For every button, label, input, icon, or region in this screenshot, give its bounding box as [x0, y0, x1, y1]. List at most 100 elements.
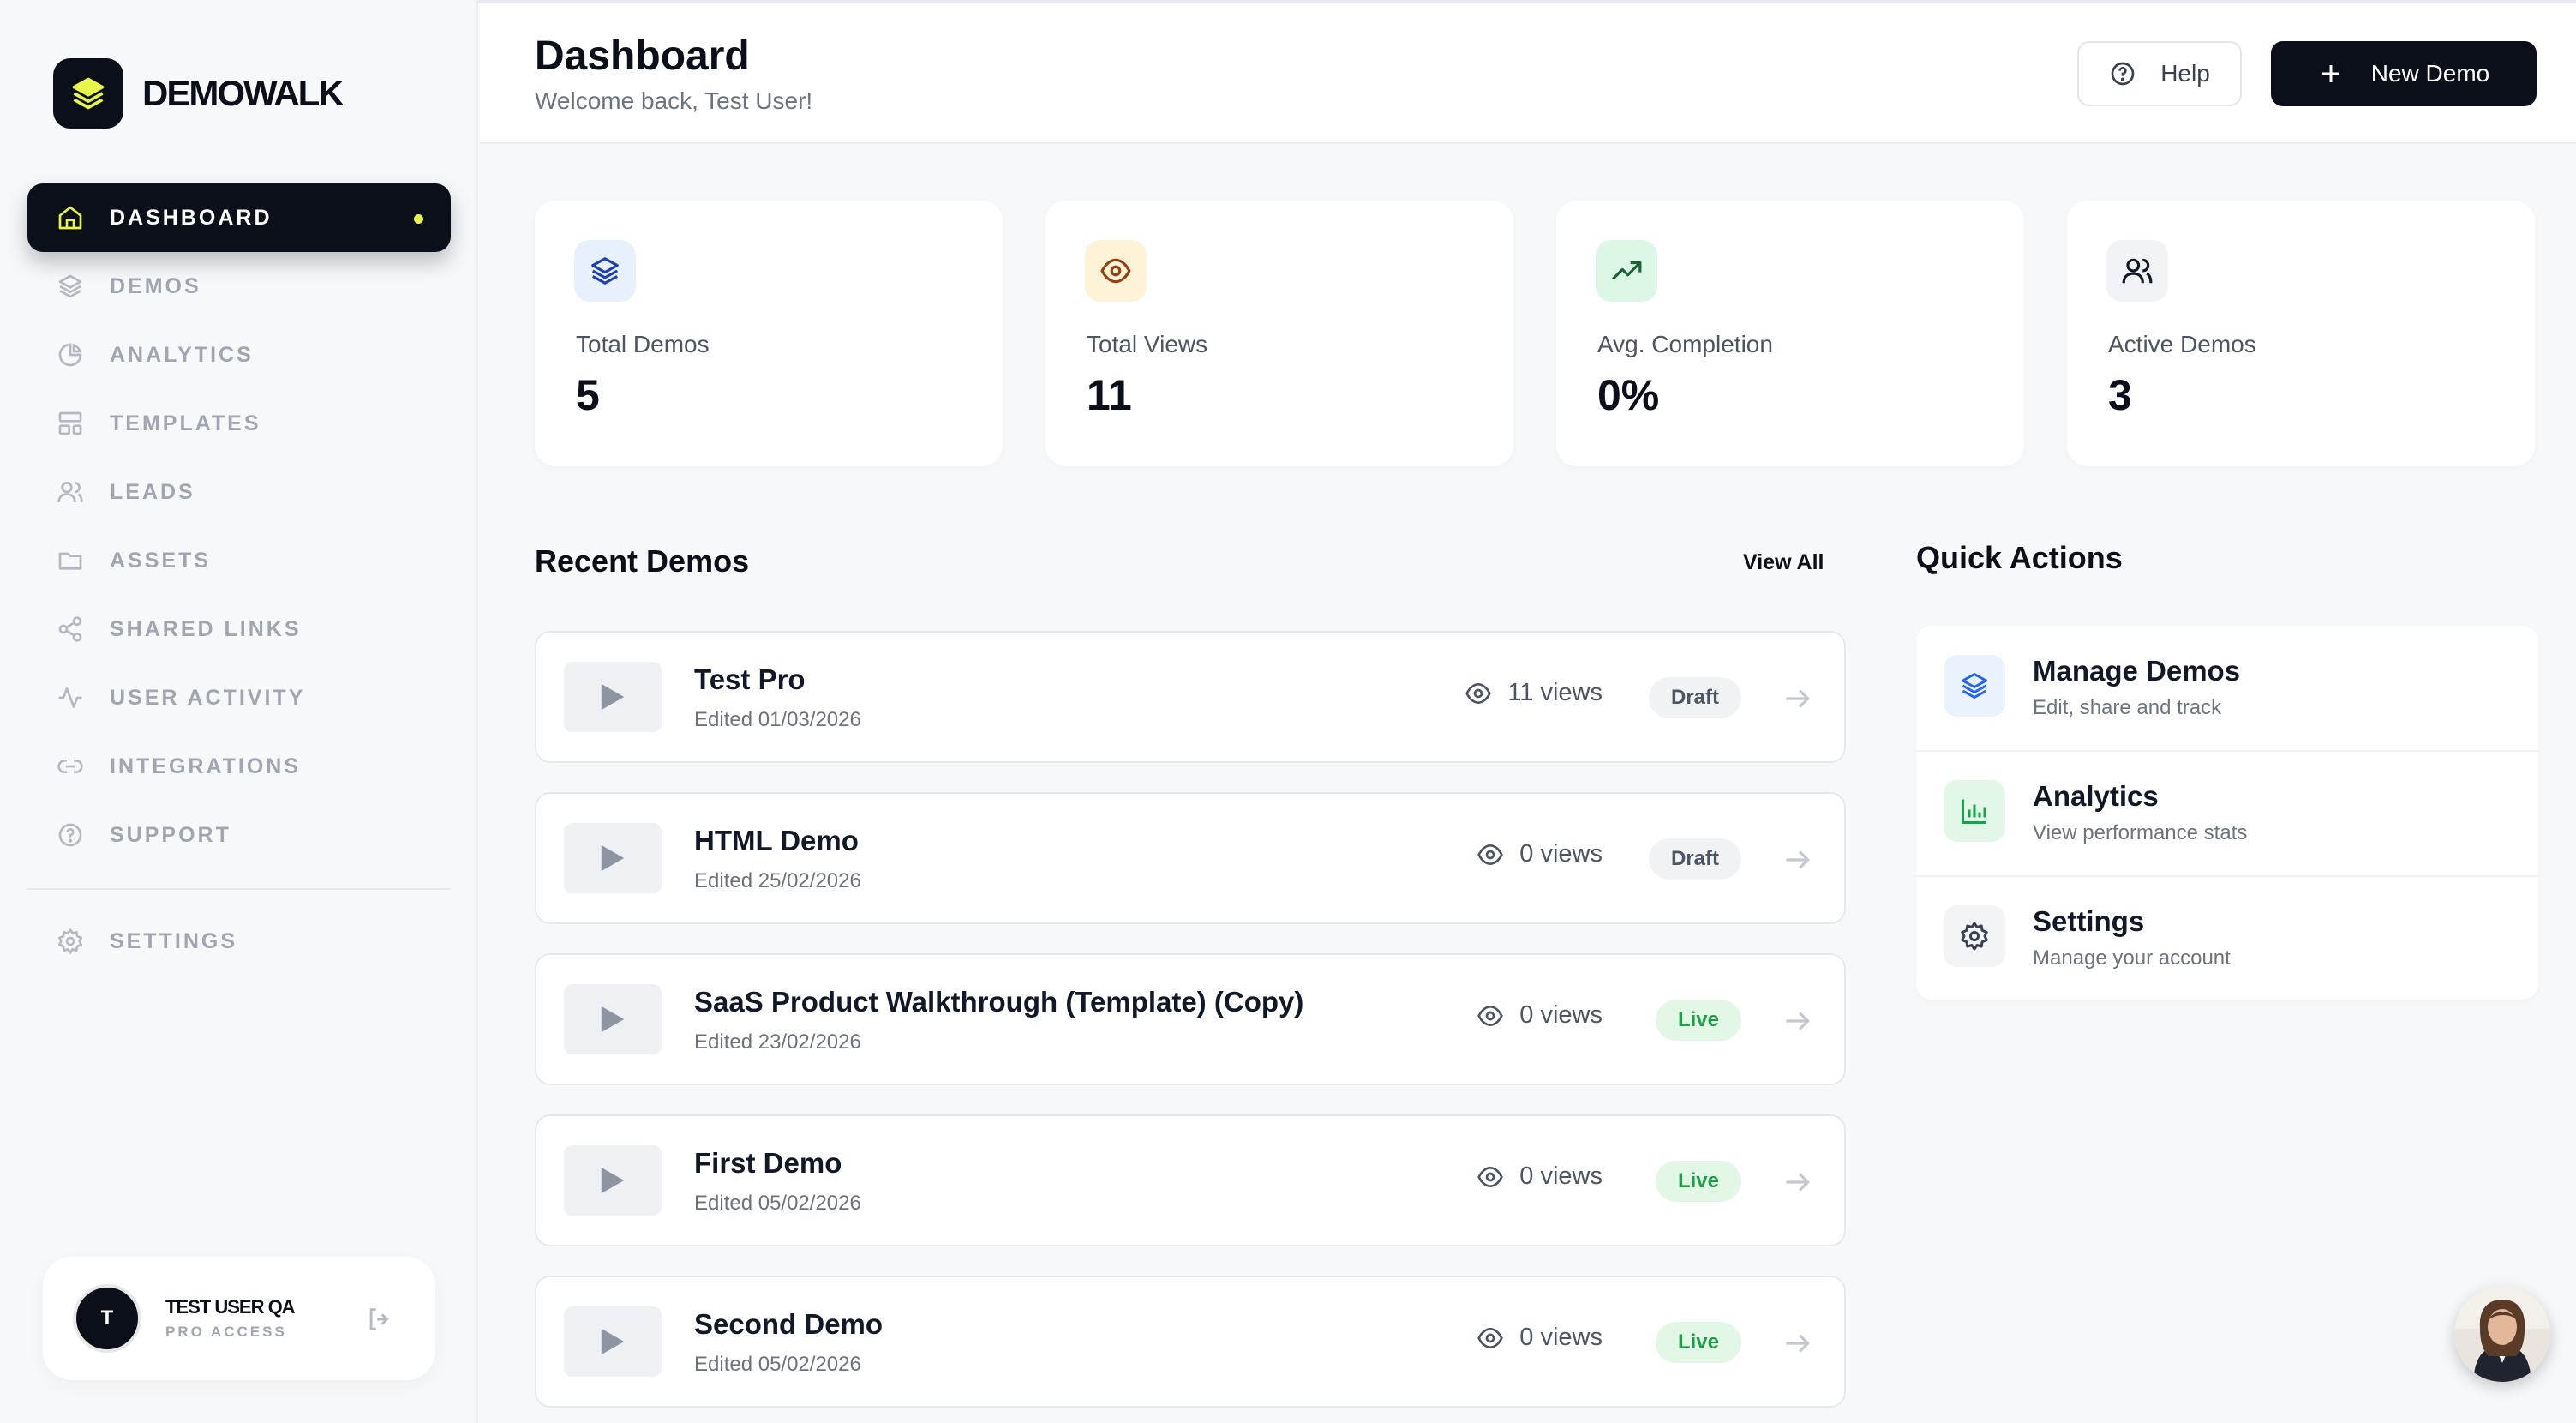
sidebar-item-support[interactable]: SUPPORT	[27, 801, 451, 869]
sidebar-item-label: DEMOS	[110, 273, 201, 298]
help-button[interactable]: Help	[2077, 41, 2242, 106]
sidebar-item-dashboard[interactable]: DASHBOARD	[27, 183, 451, 252]
demo-row[interactable]: HTML Demo Edited 25/02/2026 0 views Draf…	[535, 792, 1846, 924]
user-card[interactable]: T TEST USER QA PRO ACCESS	[43, 1257, 435, 1380]
layers-icon	[58, 274, 82, 298]
stat-label: Total Views	[1087, 331, 1208, 357]
sidebar: DEMOWALK DASHBOARD DEMOS ANALYTICS TEMPL…	[0, 0, 478, 1423]
share-icon	[58, 616, 82, 642]
quick-actions-card: Manage Demos Edit, share and track Analy…	[1916, 626, 2538, 1000]
arrow-right-icon[interactable]	[1781, 1327, 1813, 1360]
recent-demos-title: Recent Demos	[535, 543, 750, 579]
sidebar-item-templates[interactable]: TEMPLATES	[27, 389, 451, 458]
quick-actions-title: Quick Actions	[1916, 540, 2123, 575]
activity-icon	[58, 687, 82, 708]
play-icon[interactable]	[564, 984, 662, 1054]
eye-icon	[1085, 240, 1147, 302]
views-count: 11 views	[1507, 679, 1603, 706]
sidebar-nav: DASHBOARD DEMOS ANALYTICS TEMPLATES LEAD…	[27, 183, 451, 976]
brand[interactable]: DEMOWALK	[53, 58, 344, 129]
quick-action-subtitle: Edit, share and track	[2033, 696, 2222, 719]
stat-label: Avg. Completion	[1597, 331, 1773, 357]
demo-views: 0 views	[1477, 840, 1603, 868]
sidebar-item-demos[interactable]: DEMOS	[27, 252, 451, 321]
top-border	[0, 0, 2576, 3]
arrow-right-icon[interactable]	[1781, 682, 1813, 715]
demo-row[interactable]: First Demo Edited 05/02/2026 0 views Liv…	[535, 1114, 1846, 1246]
sidebar-item-assets[interactable]: ASSETS	[27, 526, 451, 595]
sidebar-item-analytics[interactable]: ANALYTICS	[27, 321, 451, 389]
views-count: 0 views	[1519, 840, 1603, 868]
folder-icon	[58, 552, 82, 570]
play-icon[interactable]	[564, 1145, 662, 1216]
support-chat-avatar[interactable]	[2454, 1286, 2550, 1382]
sidebar-item-label: USER ACTIVITY	[110, 685, 306, 710]
logout-icon[interactable]	[365, 1305, 394, 1334]
new-demo-button[interactable]: New Demo	[2271, 41, 2537, 106]
views-count: 0 views	[1519, 1162, 1603, 1190]
sidebar-item-label: INTEGRATIONS	[110, 754, 302, 778]
quick-action-title: Manage Demos	[2033, 655, 2241, 687]
gear-icon	[58, 928, 82, 954]
demo-row[interactable]: SaaS Product Walkthrough (Template) (Cop…	[535, 953, 1846, 1085]
sidebar-divider	[27, 888, 451, 890]
sidebar-item-settings[interactable]: SETTINGS	[27, 907, 451, 976]
play-icon[interactable]	[564, 662, 662, 732]
sidebar-item-label: DASHBOARD	[110, 205, 273, 230]
status-badge: Live	[1655, 1161, 1741, 1202]
layout-icon	[58, 411, 82, 435]
layers-icon	[574, 240, 636, 302]
brand-name: DEMOWALK	[142, 73, 344, 113]
eye-icon	[1477, 1327, 1504, 1348]
quick-action-manage-demos[interactable]: Manage Demos Edit, share and track	[1916, 626, 2538, 752]
help-circle-icon	[58, 823, 82, 847]
arrow-right-icon[interactable]	[1781, 844, 1813, 876]
status-badge: Live	[1655, 1322, 1741, 1363]
arrow-right-icon[interactable]	[1781, 1005, 1813, 1037]
sidebar-item-leads[interactable]: LEADS	[27, 458, 451, 526]
sidebar-item-user-activity[interactable]: USER ACTIVITY	[27, 663, 451, 732]
sidebar-item-label: SUPPORT	[110, 822, 231, 847]
bar-chart-icon	[1944, 780, 2005, 842]
demo-views: 11 views	[1465, 679, 1603, 707]
eye-icon	[1477, 1005, 1504, 1026]
views-count: 0 views	[1519, 1001, 1603, 1029]
stat-value: 3	[2108, 371, 2132, 419]
active-indicator	[414, 214, 423, 224]
stat-value: 0%	[1597, 371, 1660, 419]
view-all-link[interactable]: View All	[1743, 550, 1824, 574]
quick-action-title: Settings	[2033, 905, 2145, 937]
demo-views: 0 views	[1477, 1324, 1603, 1352]
sidebar-item-label: TEMPLATES	[110, 411, 261, 435]
play-icon[interactable]	[564, 1306, 662, 1377]
play-icon[interactable]	[564, 823, 662, 893]
sidebar-item-integrations[interactable]: INTEGRATIONS	[27, 732, 451, 801]
sidebar-item-label: SHARED LINKS	[110, 616, 302, 641]
quick-action-settings[interactable]: Settings Manage your account	[1916, 876, 2538, 1000]
page-subtitle: Welcome back, Test User!	[535, 87, 813, 114]
demo-date: Edited 01/03/2026	[694, 708, 861, 731]
stat-card-avg-completion: Avg. Completion 0%	[1556, 201, 2024, 466]
quick-action-title: Analytics	[2033, 780, 2159, 812]
sidebar-item-shared-links[interactable]: SHARED LINKS	[27, 595, 451, 663]
demo-date: Edited 25/02/2026	[694, 869, 861, 892]
person-avatar-icon	[2454, 1286, 2550, 1382]
page-header: Dashboard Welcome back, Test User! Help …	[480, 3, 2576, 144]
sidebar-item-label: SETTINGS	[110, 928, 238, 953]
eye-icon	[1477, 1166, 1504, 1187]
link-icon	[57, 760, 83, 773]
demo-name: SaaS Product Walkthrough (Template) (Cop…	[694, 986, 1304, 1018]
stat-label: Total Demos	[576, 331, 710, 357]
demo-row[interactable]: Test Pro Edited 01/03/2026 11 views Draf…	[535, 631, 1846, 763]
demo-name: Second Demo	[694, 1308, 884, 1340]
demo-name: First Demo	[694, 1147, 842, 1179]
quick-action-analytics[interactable]: Analytics View performance stats	[1916, 751, 2538, 877]
sidebar-item-label: ANALYTICS	[110, 342, 254, 367]
stat-value: 11	[1087, 371, 1132, 419]
gear-icon	[1944, 905, 2005, 967]
help-button-label: Help	[2160, 60, 2210, 87]
eye-icon	[1465, 682, 1492, 704]
help-circle-icon	[2111, 62, 2135, 86]
arrow-right-icon[interactable]	[1781, 1166, 1813, 1198]
demo-row[interactable]: Second Demo Edited 05/02/2026 0 views Li…	[535, 1276, 1846, 1408]
